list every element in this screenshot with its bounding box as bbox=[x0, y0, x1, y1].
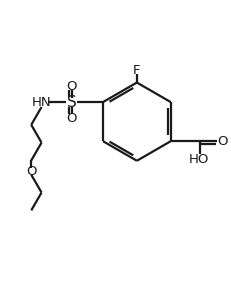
Text: S: S bbox=[67, 94, 77, 110]
Text: O: O bbox=[26, 165, 36, 178]
Text: F: F bbox=[133, 64, 141, 77]
Text: O: O bbox=[67, 112, 77, 125]
Text: HN: HN bbox=[32, 96, 51, 109]
Text: O: O bbox=[217, 135, 227, 148]
Text: HO: HO bbox=[189, 153, 209, 166]
Text: O: O bbox=[67, 79, 77, 92]
